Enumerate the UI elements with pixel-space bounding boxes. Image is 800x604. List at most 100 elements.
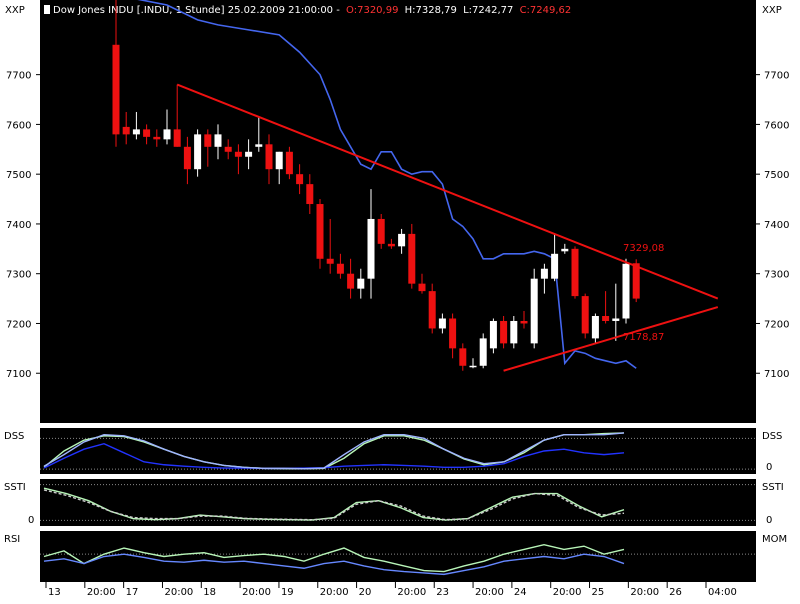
right-axis-unit: XXP	[762, 5, 782, 16]
header-high: H:7328,79	[405, 5, 457, 16]
candle-body	[398, 233, 406, 247]
candle-body	[214, 134, 222, 147]
x-tick-label: 20:00	[164, 587, 193, 598]
x-tick-label: 20:00	[553, 587, 582, 598]
candle-body	[336, 263, 344, 274]
x-tick-label: 20	[359, 587, 372, 598]
x-tick-label: 23	[436, 587, 449, 598]
ssti-zero-label-right: 0	[766, 515, 772, 526]
candle-body	[438, 318, 446, 329]
candle-body	[561, 248, 569, 252]
x-tick-label: 20:00	[242, 587, 271, 598]
candle-body	[357, 278, 365, 289]
y-tick-label-right: 7600	[764, 120, 789, 131]
ssti-label-right: SSTI	[762, 482, 784, 493]
trendline-upper	[176, 83, 719, 300]
ssti-panel[interactable]	[40, 479, 756, 526]
y-tick-label-left: 7300	[6, 270, 31, 281]
candle-body	[316, 204, 324, 259]
dss-series-line	[43, 443, 625, 470]
dss-zero-label: 0	[766, 462, 772, 473]
candle-body	[459, 348, 467, 366]
candle-body	[275, 151, 283, 170]
candle-body	[367, 218, 375, 279]
y-tick-label-right: 7400	[764, 220, 789, 231]
oscillator-layer	[40, 432, 756, 576]
candle-body	[602, 316, 610, 321]
y-tick-label-left: 7400	[6, 220, 31, 231]
rsi-panel[interactable]	[40, 531, 756, 582]
candle-body	[204, 134, 212, 147]
ssti-zero-label-left: 0	[28, 515, 34, 526]
ssti-series-line	[43, 489, 625, 521]
candle-body	[540, 268, 548, 279]
header-close: C:7249,62	[520, 5, 572, 16]
candle-body	[326, 258, 334, 264]
candle-body	[479, 338, 487, 366]
candle-body	[571, 248, 579, 297]
left-axis-unit: XXP	[5, 5, 25, 16]
rsi-series-line	[43, 544, 625, 573]
candles-layer	[112, 0, 640, 371]
time-axis: 13 20:00 17 20:00 18 20:00 19 20:00 20 20:00 23 20:…	[45, 582, 737, 598]
candle-body	[500, 320, 508, 344]
candle-body	[234, 151, 242, 157]
ssti-label-left: SSTI	[4, 482, 26, 493]
price-axis: 7100 7100 7200 7200 7300 7300 7400 7400 7500 7500…	[6, 71, 789, 381]
lower-trendline-label: 7178,87	[623, 332, 664, 343]
x-tick-label: 13	[48, 587, 61, 598]
candle-body	[489, 320, 497, 349]
header-low: L:7242,77	[463, 5, 513, 16]
candle-body	[510, 320, 518, 344]
candle-body	[224, 146, 232, 152]
dss-label-left: DSS	[4, 431, 24, 442]
candle-body	[143, 129, 151, 137]
candle-body	[122, 126, 130, 135]
candle-body	[306, 184, 314, 205]
candle-body	[612, 318, 620, 321]
candle-body	[194, 134, 202, 170]
y-tick-label-right: 7100	[764, 369, 789, 380]
overlay-line	[137, 0, 637, 369]
candle-body	[265, 144, 273, 170]
candle-body	[153, 136, 161, 140]
svg-text:Dow Jones INDU [.INDU, 1 Stund: Dow Jones INDU [.INDU, 1 Stunde] 25.02.2…	[53, 5, 571, 16]
x-tick-label: 25	[592, 587, 605, 598]
candle-body	[418, 283, 426, 292]
candle-body	[255, 144, 263, 147]
candle-body	[408, 233, 416, 284]
x-tick-label: 04:00	[708, 587, 737, 598]
x-tick-label: 20:00	[87, 587, 116, 598]
x-tick-label: 20:00	[475, 587, 504, 598]
candle-body	[163, 129, 171, 140]
price-panel[interactable]	[40, 0, 756, 423]
dss-label-right: DSS	[762, 431, 782, 442]
mom-label-right: MOM	[762, 534, 787, 545]
x-tick-label: 18	[203, 587, 216, 598]
trendline-lower	[503, 306, 719, 372]
chart-header: Dow Jones INDU [.INDU, 1 Stunde] 25.02.2…	[44, 5, 571, 16]
header-marker-icon	[44, 5, 50, 14]
y-tick-label-left: 7200	[6, 319, 31, 330]
dss-series-line	[43, 432, 625, 470]
candle-body	[469, 365, 477, 368]
candle-body	[449, 318, 457, 349]
y-tick-label-left: 7100	[6, 369, 31, 380]
y-tick-label-left: 7500	[6, 170, 31, 181]
x-tick-label: 20:00	[320, 587, 349, 598]
x-tick-label: 26	[669, 587, 682, 598]
header-open: O:7320,99	[346, 5, 398, 16]
candle-body	[520, 320, 528, 324]
candle-body	[622, 263, 630, 319]
rsi-label-left: RSI	[4, 534, 20, 545]
x-tick-label: 20:00	[630, 587, 659, 598]
candle-body	[530, 278, 538, 344]
x-tick-label: 24	[514, 587, 527, 598]
y-tick-label-left: 7600	[6, 120, 31, 131]
candle-body	[173, 129, 181, 147]
candle-body	[428, 291, 436, 329]
candle-body	[183, 146, 191, 170]
dss-series-line	[43, 432, 625, 470]
x-tick-label: 19	[281, 587, 294, 598]
